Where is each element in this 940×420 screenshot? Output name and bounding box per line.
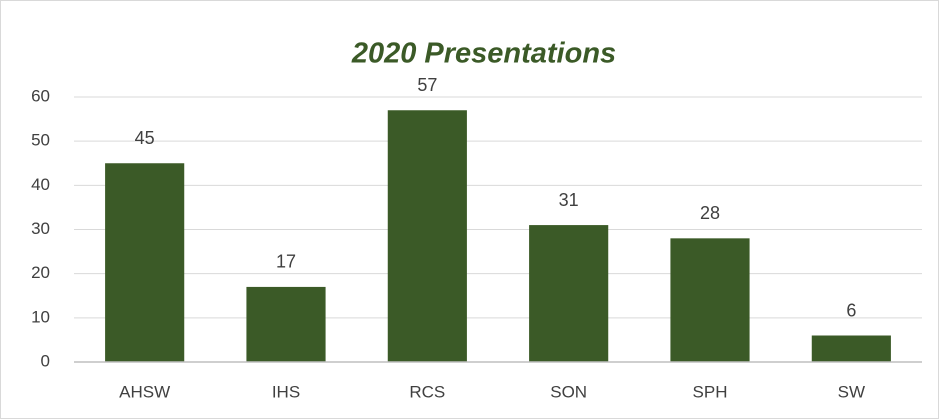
y-tick-label: 40 <box>31 175 50 194</box>
x-tick-label: IHS <box>272 382 300 401</box>
x-tick-label: SPH <box>693 382 728 401</box>
data-label: 17 <box>276 252 296 272</box>
bar <box>670 238 750 362</box>
bar <box>246 286 326 362</box>
bar <box>529 225 609 362</box>
x-tick-label: AHSW <box>119 382 170 401</box>
x-tick-label: RCS <box>409 382 445 401</box>
x-tick-label: SON <box>550 382 587 401</box>
data-label: 6 <box>846 300 856 320</box>
bar <box>105 163 185 362</box>
x-tick-label: SW <box>838 382 865 401</box>
y-tick-label: 20 <box>31 263 50 282</box>
y-tick-label: 60 <box>31 86 50 105</box>
bar <box>387 110 467 362</box>
data-label: 45 <box>135 128 155 148</box>
y-tick-label: 30 <box>31 219 50 238</box>
data-label: 57 <box>417 75 437 95</box>
chart-title: 2020 Presentations <box>351 38 616 70</box>
data-label: 31 <box>559 190 579 210</box>
data-label: 28 <box>700 203 720 223</box>
y-tick-label: 0 <box>41 351 50 370</box>
bar <box>811 335 891 362</box>
y-tick-label: 10 <box>31 307 50 326</box>
y-tick-label: 50 <box>31 131 50 150</box>
